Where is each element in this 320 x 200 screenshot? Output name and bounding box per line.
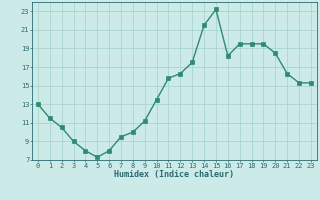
X-axis label: Humidex (Indice chaleur): Humidex (Indice chaleur) — [115, 170, 234, 179]
